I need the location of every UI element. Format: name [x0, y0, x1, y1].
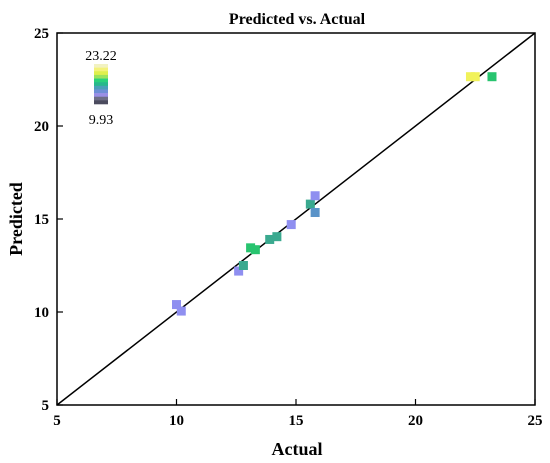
data-point	[310, 207, 320, 217]
x-tick-label: 20	[408, 413, 423, 429]
y-tick-label: 15	[34, 212, 49, 228]
legend-color-swatches	[94, 64, 108, 105]
x-tick-label: 5	[53, 413, 61, 429]
y-tick-label: 25	[34, 26, 49, 42]
data-point	[250, 245, 260, 255]
legend-swatch	[94, 93, 108, 98]
legend-swatch	[94, 64, 108, 68]
data-point	[465, 72, 475, 82]
data-point	[286, 220, 296, 230]
y-axis-label: Predicted	[6, 182, 26, 256]
legend-swatch	[94, 82, 108, 87]
scatter-points	[172, 72, 497, 316]
x-tick-label: 15	[289, 413, 304, 429]
data-point	[234, 266, 244, 276]
legend-swatch	[94, 96, 108, 101]
data-point	[172, 300, 181, 310]
legend-swatch	[94, 67, 108, 72]
x-axis-tick-labels: 5 10 15 20 25	[53, 413, 542, 429]
legend-swatch	[94, 89, 108, 94]
legend-swatch	[94, 71, 108, 76]
data-point	[470, 72, 480, 82]
x-axis-label: Actual	[272, 439, 323, 459]
y-tick-label: 5	[42, 398, 50, 414]
legend-swatch	[94, 100, 108, 105]
axis-ticks	[56, 32, 536, 406]
data-point	[238, 261, 248, 270]
legend-max-label: 23.22	[85, 49, 117, 64]
x-tick-label: 10	[169, 413, 184, 429]
legend-min-label: 9.93	[89, 113, 114, 128]
legend-swatch	[94, 74, 108, 79]
data-point	[310, 191, 320, 201]
y-tick-label: 10	[34, 305, 49, 321]
data-point	[487, 72, 497, 82]
chart-title: Predicted vs. Actual	[229, 11, 366, 28]
data-point	[176, 306, 186, 316]
data-point	[265, 234, 275, 244]
data-point	[305, 199, 315, 209]
data-point	[246, 243, 256, 253]
y-axis-tick-labels: 5 10 15 20 25	[34, 26, 49, 414]
x-tick-label: 25	[528, 413, 543, 429]
y-tick-label: 20	[34, 119, 49, 135]
legend-swatch	[94, 85, 108, 90]
data-point	[272, 232, 282, 242]
color-scale-legend: 23.22 9.93	[85, 49, 117, 128]
reference-line	[56, 32, 536, 406]
legend-swatch	[94, 78, 108, 83]
